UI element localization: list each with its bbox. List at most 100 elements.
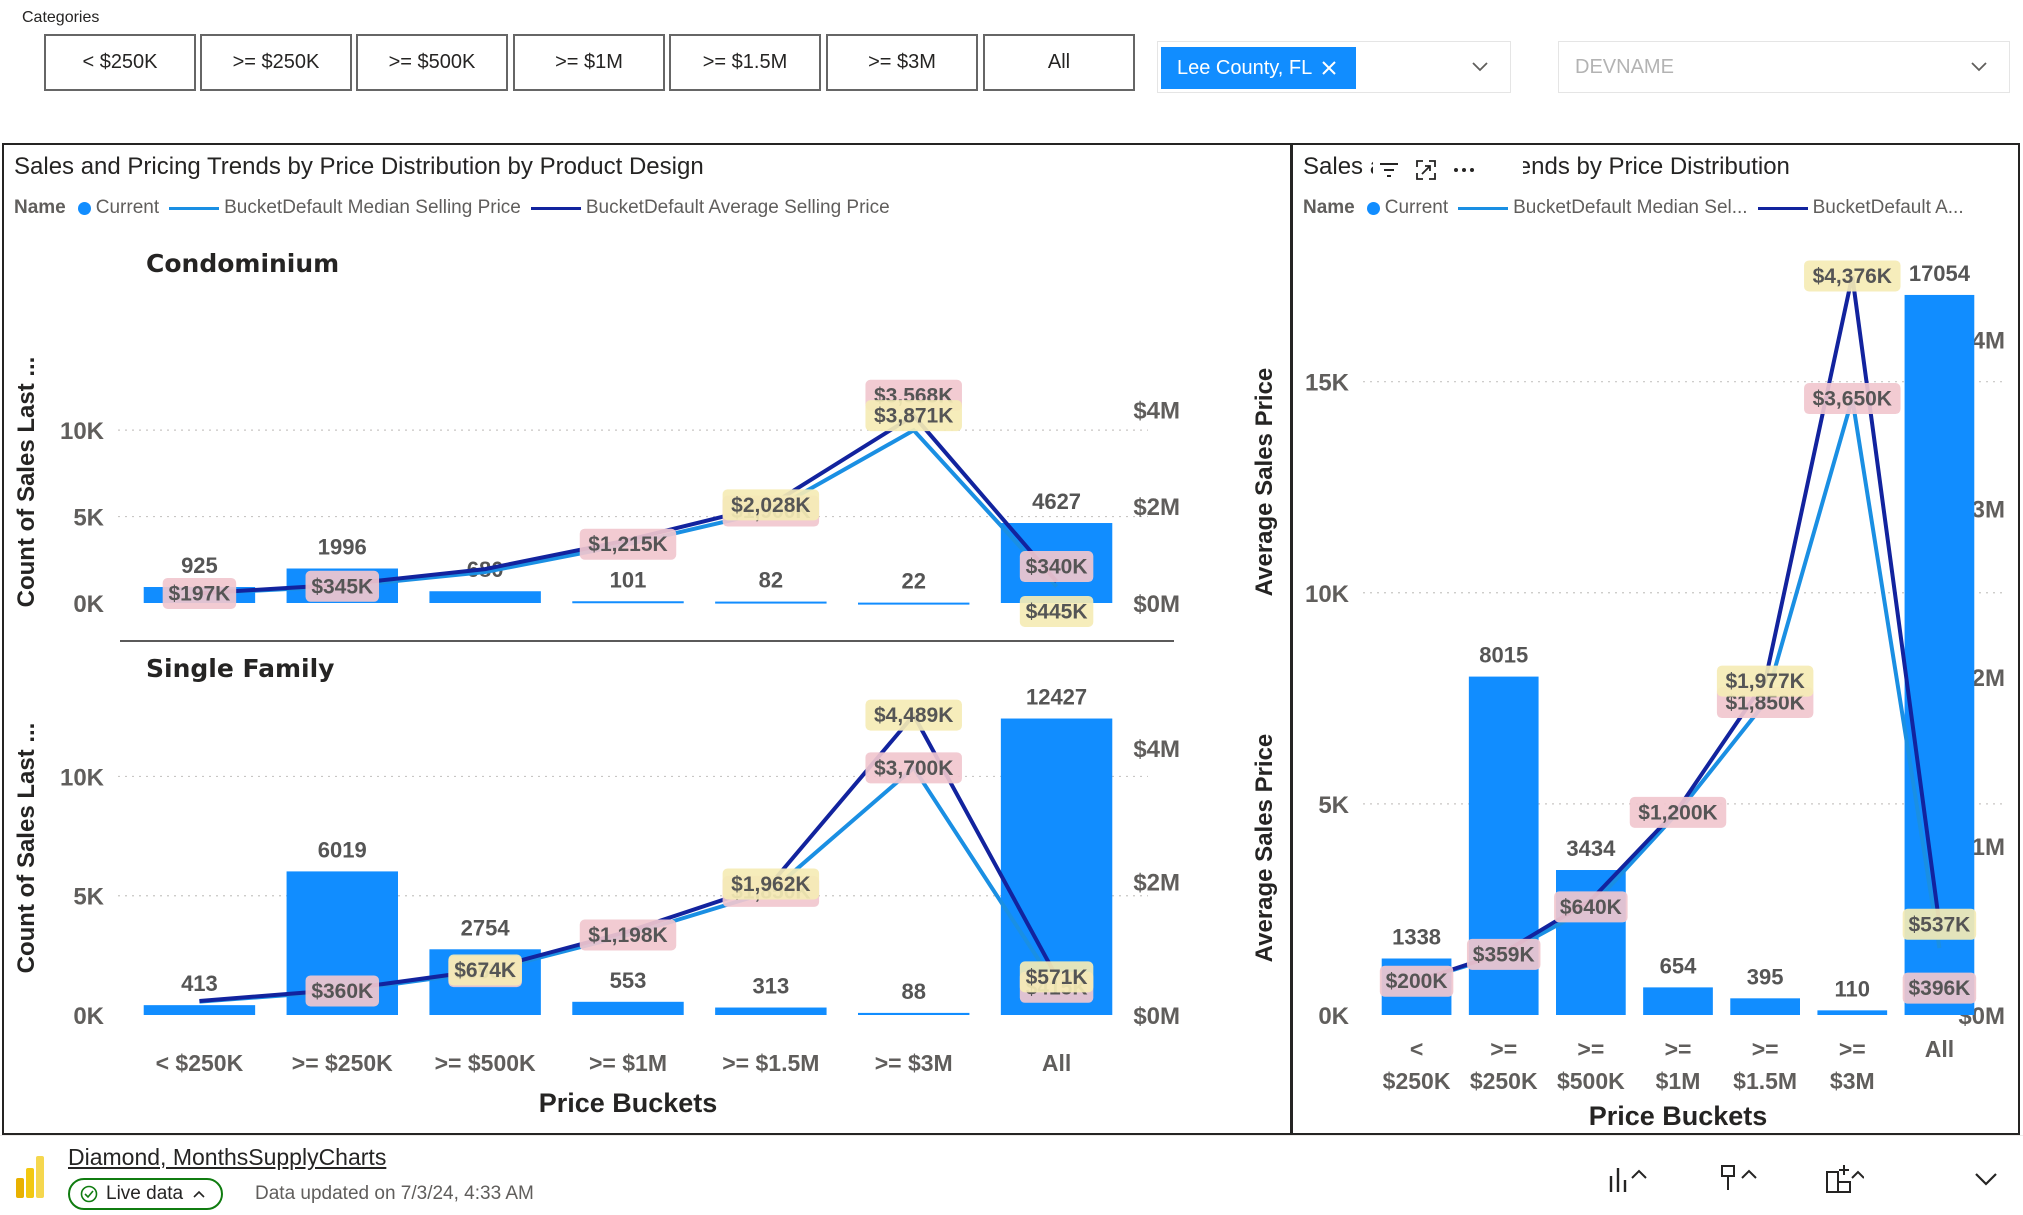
bar-4[interactable] bbox=[715, 1007, 827, 1015]
average-data-label: $674K bbox=[454, 959, 516, 982]
more-options-icon[interactable] bbox=[1451, 157, 1477, 183]
bar-value-label: 654 bbox=[1660, 953, 1697, 978]
close-icon[interactable] bbox=[1320, 59, 1338, 77]
y2-tick-label: $4M bbox=[1133, 736, 1180, 763]
average-data-label: $445K bbox=[1026, 600, 1088, 623]
x-tick-label: >= $250K bbox=[292, 1050, 393, 1076]
legend-label: Current bbox=[95, 197, 160, 218]
y-tick-label: 5K bbox=[1318, 792, 1349, 819]
chevron-down-icon[interactable] bbox=[1470, 56, 1490, 76]
county-filter-chip[interactable]: Lee County, FL bbox=[1161, 47, 1357, 89]
footer-bar: Diamond, MonthsSupplyCharts Live data Da… bbox=[0, 1135, 2023, 1215]
legend-label: BucketDefault A... bbox=[1812, 197, 1964, 218]
legend-item-average[interactable]: BucketDefault A... bbox=[1757, 197, 1964, 219]
median-data-label-bg bbox=[1629, 796, 1727, 828]
category-button-2[interactable]: >= $500K bbox=[356, 34, 508, 91]
data-updated-text: Data updated on 7/3/24, 4:33 AM bbox=[255, 1183, 534, 1204]
bar-value-label: 925 bbox=[181, 553, 218, 578]
bar-2[interactable] bbox=[429, 591, 541, 603]
average-data-label-bg bbox=[448, 954, 522, 986]
county-chip-label: Lee County, FL bbox=[1177, 56, 1313, 79]
bar-value-label: 395 bbox=[1747, 964, 1784, 989]
median-data-label: $345K bbox=[311, 575, 373, 598]
category-button-1[interactable]: >= $250K bbox=[200, 34, 352, 91]
category-button-4[interactable]: >= $1.5M bbox=[669, 34, 821, 91]
left-chart-svg: 0K 5K 10K $0M $2M $4M Condominium Count of Sale… bbox=[13, 249, 1278, 1118]
legend-line-icon bbox=[1458, 206, 1509, 210]
bar-5[interactable] bbox=[1817, 1010, 1888, 1015]
y-tick-label: 0K bbox=[73, 591, 104, 618]
legend-item-average[interactable]: BucketDefault Average Selling Price bbox=[530, 197, 890, 219]
focus-mode-icon[interactable] bbox=[1413, 157, 1439, 183]
average-data-label-bg bbox=[1019, 595, 1094, 627]
y-tick-label: 15K bbox=[1305, 370, 1350, 397]
average-data-label-bg bbox=[1902, 908, 1977, 940]
legend-item-median[interactable]: BucketDefault Median Selling Price bbox=[169, 197, 521, 219]
average-data-label-bg bbox=[1019, 961, 1094, 993]
county-dropdown[interactable]: Lee County, FL bbox=[1157, 41, 1511, 93]
x-tick-label: $1M bbox=[1656, 1068, 1701, 1094]
x-tick-label: $3M bbox=[1830, 1068, 1875, 1094]
category-button-6[interactable]: All bbox=[983, 34, 1135, 91]
report-name-link[interactable]: Diamond, MonthsSupplyCharts bbox=[68, 1144, 387, 1170]
median-data-label-bg bbox=[1019, 551, 1094, 583]
y-tick-label: 10K bbox=[60, 764, 105, 791]
legend-item-current[interactable]: Current bbox=[77, 197, 160, 219]
live-data-label: Live data bbox=[106, 1183, 184, 1204]
median-data-label: $1,200K bbox=[1638, 801, 1717, 824]
bar-value-label: 1338 bbox=[1392, 925, 1441, 950]
bar-6[interactable] bbox=[1904, 294, 1975, 1015]
average-data-label: $2,028K bbox=[731, 494, 810, 517]
small-multiple-title: Condominium bbox=[146, 249, 339, 278]
bar-4[interactable] bbox=[1730, 998, 1800, 1015]
bar-4[interactable] bbox=[715, 601, 827, 604]
bar-5[interactable] bbox=[858, 602, 970, 605]
bar-value-label: 1996 bbox=[318, 534, 367, 559]
median-data-label-bg bbox=[1902, 972, 1977, 1004]
add-visual-icon[interactable] bbox=[1824, 1162, 1864, 1196]
x-tick-label: $250K bbox=[1383, 1068, 1451, 1094]
bar-3[interactable] bbox=[572, 601, 684, 604]
x-tick-label: >= bbox=[1577, 1036, 1604, 1062]
bar-value-label: 6019 bbox=[318, 837, 367, 862]
devname-placeholder: DEVNAME bbox=[1575, 56, 1674, 78]
median-data-label-bg bbox=[305, 975, 380, 1007]
chevron-down-icon[interactable] bbox=[1968, 1162, 2008, 1196]
bar-value-label: 3434 bbox=[1566, 836, 1616, 861]
x-tick-label: >= bbox=[1839, 1036, 1866, 1062]
bar-5[interactable] bbox=[858, 1012, 970, 1015]
average-data-label: $571K bbox=[1026, 966, 1088, 989]
legend-item-median[interactable]: BucketDefault Median Sel... bbox=[1458, 197, 1748, 219]
category-button-0[interactable]: < $250K bbox=[44, 34, 196, 91]
bar-value-label: 101 bbox=[610, 567, 647, 592]
chevron-down-icon[interactable] bbox=[1969, 56, 1989, 76]
y-tick-label: 5K bbox=[73, 884, 104, 911]
visual-tools-icon[interactable] bbox=[1608, 1162, 1648, 1196]
x-tick-label: >= $1M bbox=[589, 1050, 667, 1076]
bar-3[interactable] bbox=[572, 1001, 684, 1015]
chevron-up-icon bbox=[193, 1190, 205, 1198]
category-button-3[interactable]: >= $1M bbox=[513, 34, 665, 91]
category-button-5[interactable]: >= $3M bbox=[826, 34, 978, 91]
median-data-label: $197K bbox=[168, 582, 230, 605]
left-chart-title: Sales and Pricing Trends by Price Distri… bbox=[14, 153, 704, 180]
average-data-label: $1,977K bbox=[1725, 670, 1804, 693]
bar-3[interactable] bbox=[1643, 987, 1713, 1015]
y2-axis-title: Average Sales Price bbox=[1251, 368, 1278, 597]
legend-label: Current bbox=[1384, 197, 1449, 218]
x-tick-label: >= bbox=[1752, 1036, 1779, 1062]
legend-label: BucketDefault Median Selling Price bbox=[224, 197, 521, 218]
x-tick-label: >= $500K bbox=[435, 1050, 536, 1076]
average-data-label-bg bbox=[1716, 665, 1814, 697]
y2-tick-label: $0M bbox=[1133, 591, 1180, 618]
left-chart-legend: Name Current BucketDefault Median Sellin… bbox=[14, 197, 900, 219]
y-axis-title: Count of Sales Last ... bbox=[13, 357, 40, 608]
legend-item-current[interactable]: Current bbox=[1366, 197, 1449, 219]
median-data-label-bg bbox=[1466, 938, 1541, 970]
filter-icon[interactable] bbox=[1377, 158, 1401, 182]
devname-dropdown[interactable]: DEVNAME bbox=[1558, 41, 2010, 93]
bar-0[interactable] bbox=[143, 1005, 256, 1015]
format-painter-icon[interactable] bbox=[1718, 1162, 1758, 1196]
median-data-label-bg bbox=[579, 919, 677, 951]
live-data-badge[interactable]: Live data bbox=[68, 1178, 224, 1210]
